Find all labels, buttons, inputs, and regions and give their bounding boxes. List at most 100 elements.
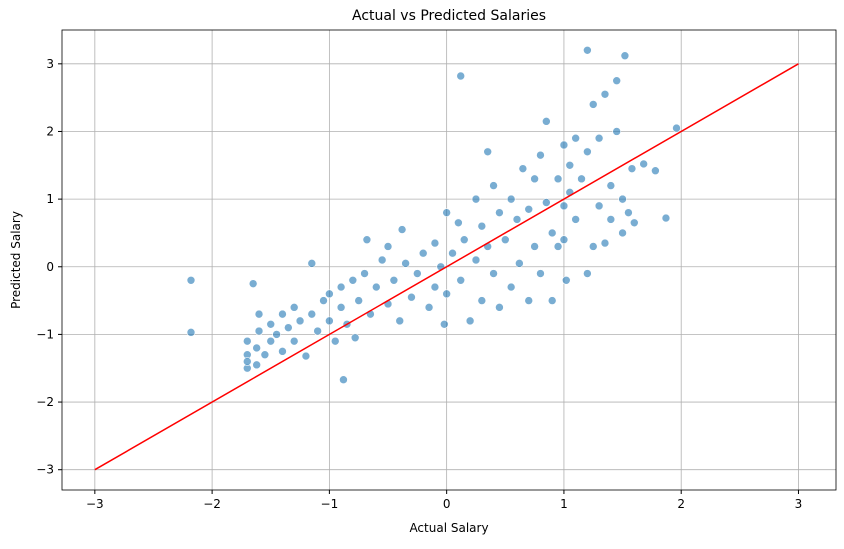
scatter-point (594, 201, 604, 211)
scatter-point (506, 194, 516, 204)
scatter-point (661, 213, 671, 223)
scatter-point (495, 303, 504, 312)
scatter-point (266, 319, 276, 329)
scatter-point (571, 215, 580, 224)
scatter-point (477, 221, 487, 231)
scatter-point (254, 326, 264, 336)
plot-frame (61, 29, 837, 491)
scatter-point (524, 204, 534, 214)
scatter-point (252, 360, 261, 370)
scatter-point (583, 147, 592, 157)
y-tick-label: −3 (36, 463, 54, 477)
scatter-point (524, 296, 534, 305)
scatter-point (354, 296, 364, 305)
scatter-point (325, 289, 334, 299)
scatter-point (620, 51, 630, 61)
scatter-point (588, 242, 598, 251)
scatter-point (530, 174, 539, 184)
x-tick-label: 2 (677, 497, 685, 511)
scatter-point (413, 269, 422, 278)
x-tick-label: −3 (86, 497, 104, 511)
scatter-point (536, 269, 545, 278)
scatter-point (594, 133, 604, 143)
y-tick-label: 1 (46, 192, 54, 206)
scatter-point (629, 218, 639, 228)
scatter-point (289, 303, 299, 312)
chart-title: Actual vs Predicted Salaries (352, 8, 546, 24)
scatter-point (442, 289, 451, 299)
scatter-point (307, 259, 317, 268)
scatter-point (515, 259, 524, 268)
scatter-point (618, 228, 627, 238)
x-axis-label: Actual Salary (409, 521, 488, 535)
scatter-point (639, 159, 648, 169)
scatter-point (301, 351, 311, 361)
scatter-point (242, 357, 252, 366)
scatter-point (442, 208, 451, 217)
scatter-point (260, 350, 270, 360)
scatter-point (559, 140, 569, 150)
scatter-point (377, 255, 387, 265)
scatter-point (506, 282, 516, 292)
scatter-point (500, 235, 510, 245)
y-tick-label: 2 (46, 124, 54, 138)
scatter-point (627, 164, 637, 173)
scatter-point (530, 242, 539, 251)
scatter-point (559, 235, 569, 245)
x-tick-label: 3 (795, 497, 803, 511)
scatter-point (186, 328, 196, 337)
scatter-point (459, 235, 469, 245)
scatter-point (278, 347, 287, 356)
scatter-point (565, 160, 575, 170)
scatter-point (483, 147, 493, 157)
scatter-point (430, 282, 440, 292)
scatter-point (561, 275, 571, 285)
y-tick-label: 3 (46, 57, 54, 71)
x-tick-label: 1 (560, 497, 568, 511)
scatter-point (330, 336, 340, 346)
scatter-point (583, 45, 592, 55)
scatter-point (553, 242, 563, 251)
scatter-point (348, 275, 358, 285)
scatter-point (465, 316, 475, 326)
scatter-point (536, 150, 545, 160)
scatter-point (424, 303, 434, 312)
scatter-point (266, 336, 276, 346)
scatter-point (612, 76, 622, 86)
scatter-point (336, 282, 346, 292)
scatter-point (606, 215, 616, 224)
x-tick-label: −2 (203, 497, 221, 511)
scatter-point (371, 282, 381, 292)
scatter-point (350, 333, 360, 343)
scatter-point (489, 181, 498, 190)
scatter-point (559, 201, 569, 211)
scatter-point (512, 215, 522, 224)
y-tick-label: 0 (46, 260, 54, 274)
scatter-point (600, 89, 610, 99)
scatter-point (606, 181, 616, 190)
scatter-point (672, 123, 681, 133)
scatter-point (547, 296, 557, 305)
scatter-point (456, 71, 466, 81)
scatter-point (272, 330, 281, 339)
scatter-point (440, 319, 449, 329)
scatter-point (651, 166, 660, 176)
scatter-point (289, 336, 299, 346)
y-tick-label: −2 (36, 395, 54, 409)
scatter-point (254, 309, 264, 319)
scatter-point (489, 269, 498, 278)
scatter-point (612, 127, 622, 136)
scatter-point (471, 194, 481, 204)
scatter-point (456, 275, 466, 285)
scatter-point (395, 316, 405, 326)
scatter-point (313, 326, 322, 336)
scatter-point (600, 238, 610, 248)
y-tick-label: −1 (36, 327, 54, 341)
scatter-point (571, 133, 580, 143)
scatter-point (430, 238, 440, 248)
scatter-point (583, 269, 592, 278)
scatter-point (307, 309, 317, 319)
x-tick-label: 0 (443, 497, 451, 511)
scatter-point (284, 323, 293, 332)
